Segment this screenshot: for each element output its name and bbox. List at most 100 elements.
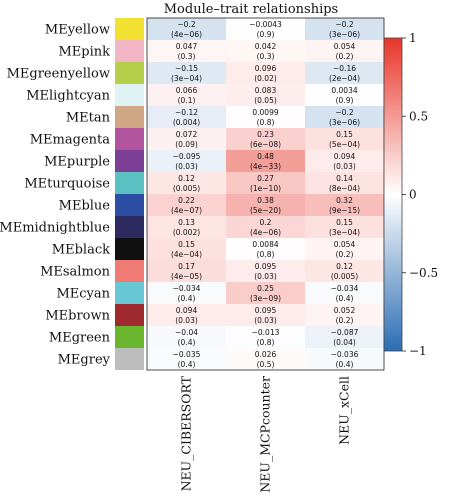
heatmap-cell bbox=[226, 106, 305, 128]
cell-correlation-label: 0.38 bbox=[257, 196, 274, 205]
cell-pvalue-label: (0.4) bbox=[178, 338, 196, 347]
heatmap-cell bbox=[305, 304, 384, 326]
cell-pvalue-label: (0.2) bbox=[336, 316, 354, 325]
legend-tick-label: 0.5 bbox=[409, 109, 428, 123]
heatmap-cell bbox=[226, 282, 305, 304]
heatmap-cell bbox=[305, 40, 384, 62]
cell-pvalue-label: (0.2) bbox=[336, 52, 354, 61]
cell-pvalue-label: (2e−04) bbox=[329, 74, 360, 83]
module-color-swatches bbox=[115, 18, 144, 370]
heatmap-cell bbox=[147, 194, 226, 216]
cell-pvalue-label: (0.8) bbox=[257, 338, 275, 347]
cell-correlation-label: 0.042 bbox=[255, 42, 277, 51]
row-labels: MEyellow MEpink MEgreenyellow MElightcyan ME… bbox=[0, 23, 111, 368]
cell-pvalue-label: (0.002) bbox=[173, 228, 200, 237]
heatmap-cell bbox=[147, 18, 226, 40]
row-label-MElightcyan: MElightcyan bbox=[26, 89, 110, 104]
heatmap-cell bbox=[226, 326, 305, 348]
row-label-MEsalmon: MEsalmon bbox=[40, 265, 111, 280]
cell-pvalue-label: (0.1) bbox=[178, 96, 196, 105]
column-label-NEU_xCell: NEU_xCell bbox=[337, 376, 352, 445]
legend-tick-label: −0.5 bbox=[409, 266, 438, 280]
cell-correlation-label: 0.0084 bbox=[252, 240, 278, 249]
heatmap-cell bbox=[305, 128, 384, 150]
cell-pvalue-label: (0.05) bbox=[254, 96, 277, 105]
cell-correlation-label: 0.0034 bbox=[331, 86, 357, 95]
cell-pvalue-label: (3e−04) bbox=[171, 74, 202, 83]
heatmap-cell bbox=[147, 216, 226, 238]
heatmap-cell bbox=[147, 84, 226, 106]
cell-correlation-label: 0.15 bbox=[336, 218, 353, 227]
swatch-MEmagenta bbox=[115, 128, 144, 150]
cell-correlation-label: −0.036 bbox=[331, 350, 359, 359]
heatmap-cell bbox=[305, 216, 384, 238]
swatch-MEgreenyellow bbox=[115, 62, 144, 84]
heatmap-cell bbox=[147, 260, 226, 282]
cell-pvalue-label: (4e−06) bbox=[171, 30, 202, 39]
cell-pvalue-label: (4e−06) bbox=[250, 228, 281, 237]
cell-pvalue-label: (0.03) bbox=[254, 316, 277, 325]
cell-pvalue-label: (3e−06) bbox=[329, 118, 360, 127]
heatmap-cell bbox=[147, 106, 226, 128]
cell-pvalue-label: (9e−15) bbox=[329, 206, 360, 215]
swatch-MElightcyan bbox=[115, 84, 144, 106]
color-scale-legend: 1 0.5 0 −0.5 −1 bbox=[383, 31, 438, 358]
heatmap-cell bbox=[226, 128, 305, 150]
cell-pvalue-label: (3e−09) bbox=[250, 294, 281, 303]
chart-title: Module–trait relationships bbox=[164, 2, 338, 17]
swatch-MEmidnightblue bbox=[115, 216, 144, 238]
legend-tick-label: −1 bbox=[409, 344, 427, 358]
heatmap-cell bbox=[147, 326, 226, 348]
cell-correlation-label: −0.087 bbox=[331, 328, 359, 337]
legend-tick-label: 0 bbox=[409, 188, 417, 202]
cell-pvalue-label: (0.4) bbox=[178, 360, 196, 369]
column-label-NEU_MCPcounter: NEU_MCPcounter bbox=[258, 376, 273, 493]
heatmap-cell bbox=[147, 150, 226, 172]
cell-pvalue-label: (0.5) bbox=[257, 360, 275, 369]
cell-correlation-label: −0.2 bbox=[177, 20, 195, 29]
cell-pvalue-label: (0.09) bbox=[175, 140, 198, 149]
heatmap-cell bbox=[226, 194, 305, 216]
cell-pvalue-label: (0.03) bbox=[333, 162, 356, 171]
heatmap-cell bbox=[226, 172, 305, 194]
heatmap-cell bbox=[226, 238, 305, 260]
column-labels: NEU_CIBERSORT NEU_MCPcounter NEU_xCell bbox=[179, 375, 352, 492]
cell-pvalue-label: (0.005) bbox=[173, 184, 200, 193]
cell-correlation-label: 0.32 bbox=[336, 196, 353, 205]
row-label-MEbrown: MEbrown bbox=[45, 309, 110, 324]
cell-correlation-label: 0.066 bbox=[176, 86, 198, 95]
cell-correlation-label: 0.094 bbox=[334, 152, 356, 161]
heatmap-cell bbox=[305, 150, 384, 172]
heatmap-cell bbox=[226, 260, 305, 282]
cell-pvalue-label: (3e−06) bbox=[329, 30, 360, 39]
cell-correlation-label: 0.054 bbox=[334, 42, 356, 51]
swatch-MEyellow bbox=[115, 18, 144, 40]
cell-correlation-label: −0.013 bbox=[252, 328, 280, 337]
color-scale-bar bbox=[383, 37, 403, 352]
heatmap-cell bbox=[147, 62, 226, 84]
cell-pvalue-label: (0.04) bbox=[333, 338, 356, 347]
swatch-MEblue bbox=[115, 194, 144, 216]
heatmap-cell bbox=[147, 172, 226, 194]
cell-pvalue-label: (0.2) bbox=[336, 250, 354, 259]
swatch-MEpink bbox=[115, 40, 144, 62]
row-label-MEblack: MEblack bbox=[52, 243, 110, 258]
row-label-MEtan: MEtan bbox=[66, 111, 111, 126]
heatmap-cell bbox=[305, 172, 384, 194]
row-label-MEgrey: MEgrey bbox=[58, 353, 111, 368]
cell-correlation-label: 0.25 bbox=[257, 284, 274, 293]
heatmap-cell bbox=[147, 238, 226, 260]
cell-pvalue-label: (0.02) bbox=[254, 74, 277, 83]
cell-pvalue-label: (0.9) bbox=[257, 30, 275, 39]
cell-pvalue-label: (0.03) bbox=[175, 316, 198, 325]
cell-correlation-label: 0.15 bbox=[178, 240, 195, 249]
cell-correlation-label: −0.16 bbox=[333, 64, 356, 73]
heatmap-cell bbox=[226, 348, 305, 370]
cell-correlation-label: 0.22 bbox=[178, 196, 195, 205]
cell-pvalue-label: (3e−04) bbox=[329, 228, 360, 237]
cell-correlation-label: 0.047 bbox=[176, 42, 198, 51]
heatmap-cell bbox=[305, 260, 384, 282]
heatmap-cell bbox=[305, 238, 384, 260]
cell-correlation-label: −0.034 bbox=[331, 284, 359, 293]
